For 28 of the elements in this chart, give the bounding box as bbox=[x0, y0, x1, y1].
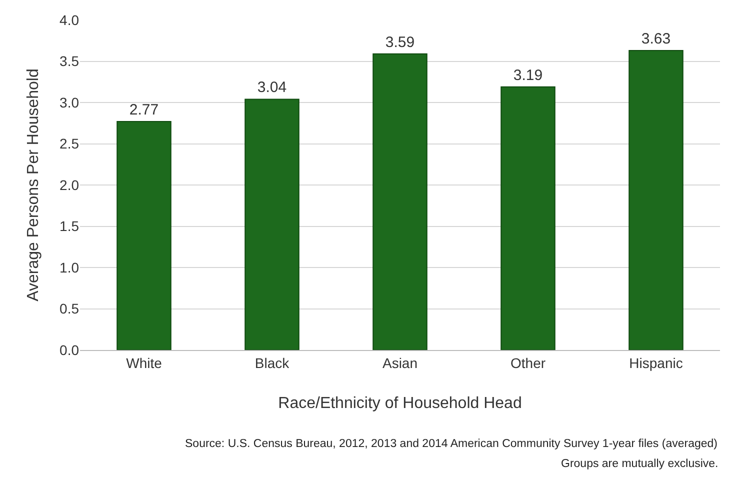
data-label: 2.77 bbox=[129, 101, 159, 118]
data-label: 3.63 bbox=[641, 30, 671, 48]
bar bbox=[244, 98, 300, 350]
bar bbox=[500, 86, 556, 350]
data-label: 3.19 bbox=[513, 66, 543, 84]
x-tick-label: Hispanic bbox=[629, 354, 683, 371]
x-tick-label: White bbox=[126, 354, 162, 371]
x-tick-label: Other bbox=[510, 354, 546, 371]
text: Groups are mutually exclusive. bbox=[561, 458, 718, 470]
y-tick-label: 3.0 bbox=[60, 94, 80, 110]
y-tick-label: 0.0 bbox=[60, 342, 80, 358]
y-tick-label: 2.0 bbox=[60, 176, 80, 193]
bar bbox=[372, 53, 428, 350]
y-tick-label: 0.5 bbox=[60, 300, 80, 317]
y-tick-label: 3.5 bbox=[60, 53, 80, 70]
y-tick-label: 2.5 bbox=[60, 136, 80, 152]
x-tick-label: Asian bbox=[382, 354, 418, 371]
data-label: 3.04 bbox=[257, 79, 287, 96]
y-axis-title: Average Persons Per Household bbox=[25, 68, 42, 302]
x-axis-title: Race/Ethnicity of Household Head bbox=[278, 395, 522, 412]
bar bbox=[116, 120, 172, 350]
x-tick-label: Black bbox=[254, 354, 290, 371]
bar bbox=[628, 50, 684, 350]
y-tick-label: 4.0 bbox=[60, 12, 80, 28]
source-note: Source: U.S. Census Bureau, 2012, 2013 and 2014 American Community Survey 1-year files (averaged) bbox=[185, 438, 718, 450]
y-tick-label: 1.5 bbox=[60, 218, 80, 234]
y-tick-label: 1.0 bbox=[60, 259, 80, 276]
data-label: 3.59 bbox=[385, 34, 415, 51]
